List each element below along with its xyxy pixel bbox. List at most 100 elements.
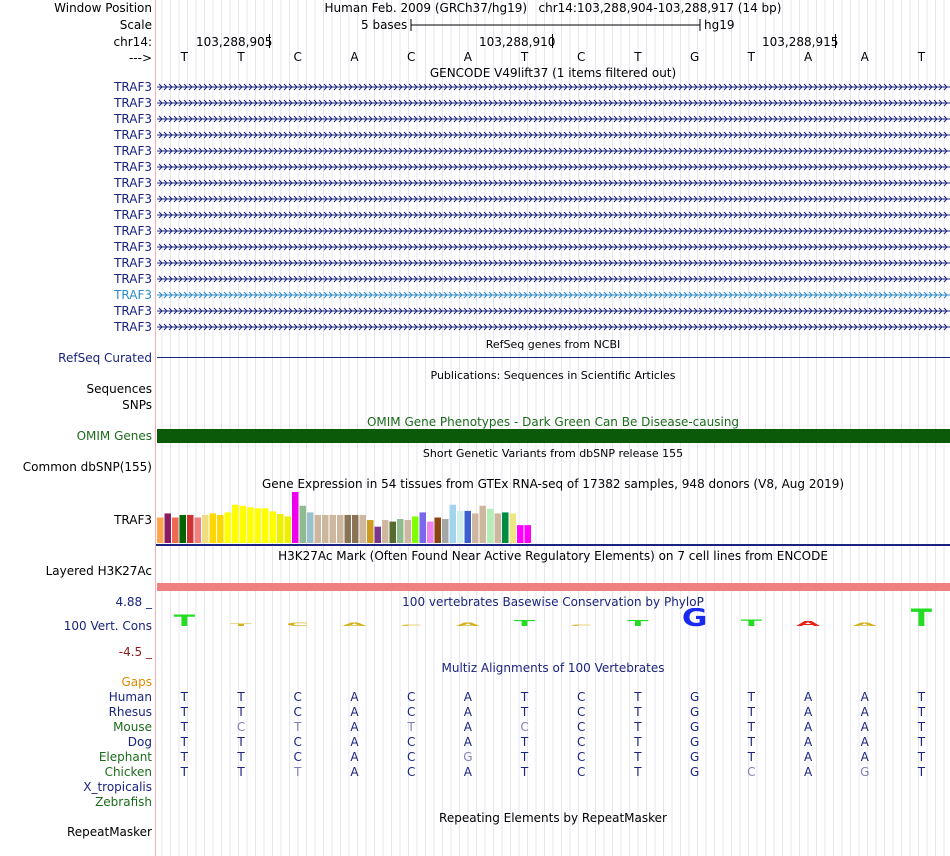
phylop-base-glyph[interactable]: A xyxy=(456,622,481,627)
window-position[interactable]: Human Feb. 2009 (GRCh37/hg19) chr14:103,… xyxy=(156,1,950,15)
phylop-base-glyph[interactable]: C xyxy=(286,622,309,627)
gtex-tissue-bar[interactable] xyxy=(352,514,359,543)
gtex-tissue-bar[interactable] xyxy=(194,517,202,544)
gtex-tissue-bar[interactable] xyxy=(164,513,172,543)
gtex-tissue-bar[interactable] xyxy=(524,525,532,543)
refseq-label[interactable]: RefSeq Curated xyxy=(58,351,152,365)
gtex-tissue-bar[interactable] xyxy=(157,517,164,544)
gtex-tissue-bar[interactable] xyxy=(419,512,427,543)
multiz-species-label[interactable]: Human xyxy=(108,690,152,704)
multiz-species-label[interactable]: Mouse xyxy=(113,720,152,734)
gtex-tissue-bar[interactable] xyxy=(254,508,262,543)
gtex-tissue-bar[interactable] xyxy=(262,508,269,543)
gtex-tissue-bar[interactable] xyxy=(202,514,209,543)
gtex-tissue-bar[interactable] xyxy=(284,516,292,543)
gencode-transcript-line[interactable] xyxy=(156,274,950,284)
gencode-transcript-line[interactable] xyxy=(156,130,950,140)
gencode-transcript-label[interactable]: TRAF3 xyxy=(114,288,152,302)
gtex-tissue-bar[interactable] xyxy=(427,521,434,543)
gtex-bar-chart[interactable] xyxy=(156,492,950,546)
repeatmasker-track-title[interactable]: Repeating Elements by RepeatMasker xyxy=(439,811,667,825)
phylop-base-glyph[interactable]: T xyxy=(741,618,763,628)
gencode-transcript-line[interactable] xyxy=(156,226,950,236)
dbsnp-label[interactable]: Common dbSNP(155) xyxy=(22,460,152,474)
gtex-tissue-bar[interactable] xyxy=(337,514,344,543)
gtex-tissue-bar[interactable] xyxy=(299,505,307,543)
gtex-track-title[interactable]: Gene Expression in 54 tissues from GTEx … xyxy=(261,477,845,491)
gtex-tissue-bar[interactable] xyxy=(209,513,217,543)
gencode-transcript-line[interactable] xyxy=(156,162,950,172)
refseq-gene-line[interactable] xyxy=(157,357,950,358)
gencode-transcript-line[interactable] xyxy=(156,146,950,156)
gtex-tissue-bar[interactable] xyxy=(374,526,382,543)
h3k27ac-signal-bar[interactable] xyxy=(157,583,950,591)
gtex-tissue-bar[interactable] xyxy=(217,514,224,543)
gtex-tissue-bar[interactable] xyxy=(292,492,299,543)
gtex-tissue-bar[interactable] xyxy=(307,512,314,543)
gtex-tissue-bar[interactable] xyxy=(314,514,322,543)
gencode-track-title[interactable]: GENCODE V49lift37 (1 items filtered out) xyxy=(429,66,677,80)
gtex-tissue-bar[interactable] xyxy=(179,514,187,543)
repeatmasker-label[interactable]: RepeatMasker xyxy=(66,825,152,839)
gencode-transcript-label[interactable]: TRAF3 xyxy=(114,128,152,142)
refseq-track-title[interactable]: RefSeq genes from NCBI xyxy=(485,338,621,351)
multiz-species-label[interactable]: Chicken xyxy=(104,765,152,779)
gencode-transcript-line[interactable] xyxy=(156,242,950,252)
snps-label[interactable]: SNPs xyxy=(122,398,152,412)
gtex-tissue-bar[interactable] xyxy=(172,517,179,544)
gencode-transcript-label[interactable]: TRAF3 xyxy=(114,96,152,110)
gencode-transcript-label[interactable]: TRAF3 xyxy=(114,224,152,238)
phylop-base-glyph[interactable]: C xyxy=(570,624,593,626)
gtex-tissue-bar[interactable] xyxy=(449,504,457,543)
gtex-tissue-bar[interactable] xyxy=(479,505,487,543)
multiz-species-label[interactable]: Rhesus xyxy=(108,705,152,719)
gtex-tissue-bar[interactable] xyxy=(344,514,352,543)
gencode-transcript-label[interactable]: TRAF3 xyxy=(114,240,152,254)
gtex-tissue-bar[interactable] xyxy=(224,512,232,543)
phylop-base-glyph[interactable]: A xyxy=(853,622,878,627)
gtex-tissue-bar[interactable] xyxy=(464,510,472,543)
gencode-transcript-line[interactable] xyxy=(156,322,950,332)
phylop-base-glyph[interactable]: T xyxy=(627,619,649,628)
gtex-tissue-bar[interactable] xyxy=(239,505,247,543)
multiz-species-label[interactable]: Dog xyxy=(127,735,152,749)
gencode-transcript-label[interactable]: TRAF3 xyxy=(114,192,152,206)
gtex-tissue-bar[interactable] xyxy=(382,520,389,543)
gencode-transcript-line[interactable] xyxy=(156,306,950,316)
gencode-transcript-label[interactable]: TRAF3 xyxy=(114,80,152,94)
phylop-base-glyph[interactable]: T xyxy=(230,623,251,627)
phylop-base-glyph[interactable]: A xyxy=(342,622,367,627)
gtex-tissue-bar[interactable] xyxy=(487,508,494,543)
multiz-species-label[interactable]: Elephant xyxy=(98,750,152,764)
gencode-transcript-label[interactable]: TRAF3 xyxy=(114,208,152,222)
gtex-tissue-bar[interactable] xyxy=(509,513,517,543)
gencode-transcript-line[interactable] xyxy=(156,290,950,300)
gtex-tissue-bar[interactable] xyxy=(404,520,412,543)
gtex-tissue-bar[interactable] xyxy=(367,520,374,543)
phylop-base-glyph[interactable]: A xyxy=(796,620,821,628)
sequences-label[interactable]: Sequences xyxy=(86,382,152,396)
gencode-transcript-line[interactable] xyxy=(156,258,950,268)
phylop-base-glyph[interactable]: T xyxy=(911,608,932,632)
omim-track-title[interactable]: OMIM Gene Phenotypes - Dark Green Can Be… xyxy=(366,415,740,429)
gencode-transcript-label[interactable]: TRAF3 xyxy=(114,144,152,158)
h3k27ac-track-title[interactable]: H3K27Ac Mark (Often Found Near Active Re… xyxy=(278,549,828,563)
multiz-track-title[interactable]: Multiz Alignments of 100 Vertebrates xyxy=(441,661,665,675)
gtex-label[interactable]: TRAF3 xyxy=(114,513,152,527)
phylop-base-glyph[interactable]: T xyxy=(514,619,536,628)
phylop-base-glyph[interactable]: T xyxy=(174,611,195,630)
phylop-base-glyph[interactable]: G xyxy=(682,608,708,632)
gencode-transcript-line[interactable] xyxy=(156,194,950,204)
gtex-tissue-bar[interactable] xyxy=(232,504,239,543)
gtex-tissue-bar[interactable] xyxy=(329,514,337,543)
gtex-tissue-bar[interactable] xyxy=(187,514,194,543)
gencode-transcript-line[interactable] xyxy=(156,178,950,188)
gtex-tissue-bar[interactable] xyxy=(434,517,442,544)
gencode-transcript-line[interactable] xyxy=(156,114,950,124)
gtex-tissue-bar[interactable] xyxy=(457,510,464,543)
h3k27ac-label[interactable]: Layered H3K27Ac xyxy=(45,564,152,578)
gtex-tissue-bar[interactable] xyxy=(359,514,367,543)
gencode-transcript-label[interactable]: TRAF3 xyxy=(114,112,152,126)
gencode-transcript-line[interactable] xyxy=(156,82,950,92)
gtex-tissue-bar[interactable] xyxy=(517,525,524,543)
